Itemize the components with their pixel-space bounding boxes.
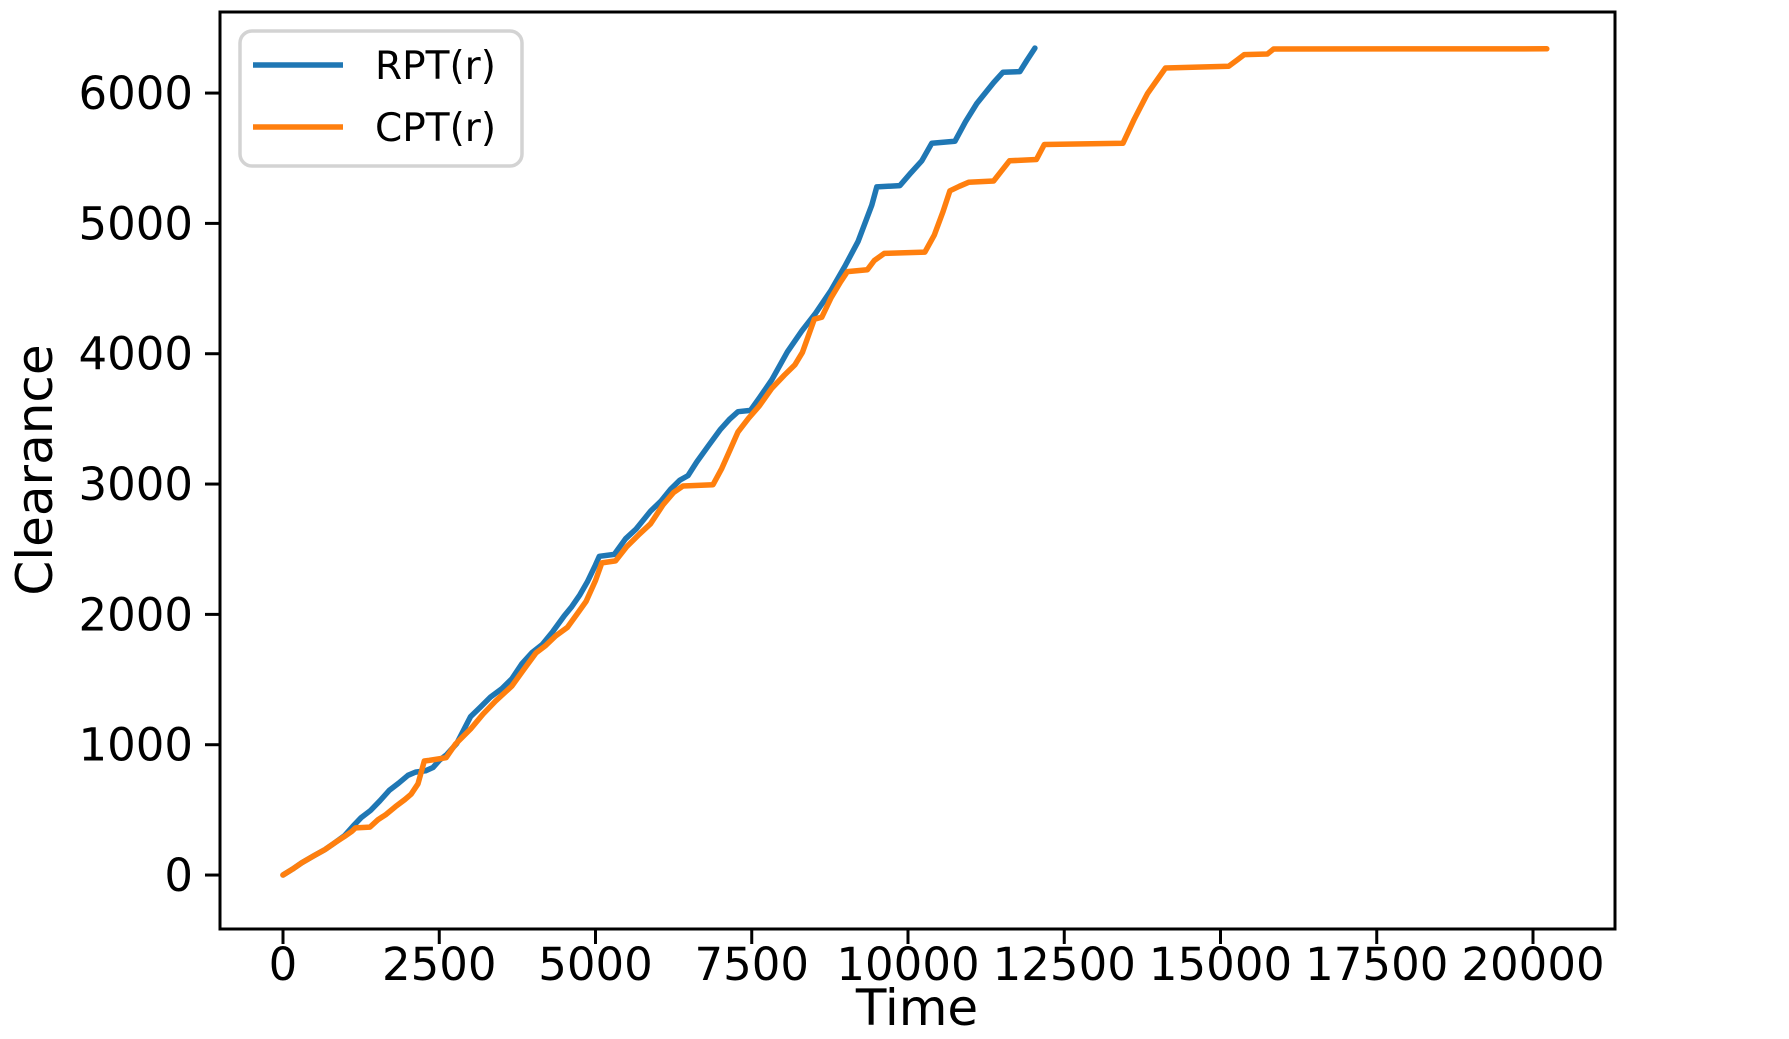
x-tick-label: 5000: [538, 938, 653, 991]
legend: RPT(r) CPT(r): [238, 29, 524, 168]
x-tick-label: 0: [269, 938, 298, 991]
series-lines: [280, 45, 1550, 878]
y-tick-label: 6000: [78, 67, 193, 120]
x-tick-label: 7500: [694, 938, 809, 991]
x-axis-ticks: 0 2500 5000 7500 10000 12500 15000 17500 20000: [269, 929, 1605, 991]
x-tick-label: 17500: [1305, 938, 1448, 991]
x-axis-label: Time: [855, 979, 978, 1037]
y-tick-label: 3000: [78, 458, 193, 511]
x-tick-label: 15000: [1149, 938, 1292, 991]
y-tick-label: 2000: [78, 588, 193, 641]
y-tick-label: 5000: [78, 197, 193, 250]
legend-label-cpt: CPT(r): [375, 106, 496, 151]
y-tick-label: 1000: [78, 719, 193, 772]
series-line-rpt-r-: [280, 45, 1038, 878]
x-tick-label: 2500: [382, 938, 497, 991]
x-tick-label: 10000: [836, 938, 979, 991]
x-tick-label: 20000: [1461, 938, 1604, 991]
x-tick-label: 12500: [993, 938, 1136, 991]
y-axis-label: Clearance: [6, 344, 64, 595]
y-tick-label: 4000: [78, 328, 193, 381]
series-line-cpt-r-: [280, 46, 1550, 878]
plot-area: [218, 10, 1617, 931]
y-axis-ticks: 0 1000 2000 3000 4000 5000 6000: [78, 67, 220, 902]
legend-label-rpt: RPT(r): [375, 44, 496, 89]
y-tick-label: 0: [164, 849, 193, 902]
